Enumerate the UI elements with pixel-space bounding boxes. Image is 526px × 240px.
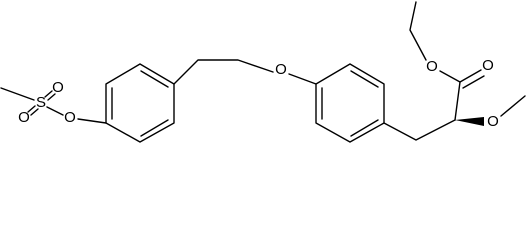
bonds: [0, 1, 526, 143]
atom-label: O: [64, 109, 76, 126]
atom-label: O: [426, 58, 438, 75]
atom-label: O: [18, 109, 30, 126]
structure: S O O O O O O O: [0, 1, 526, 143]
atom-label: O: [52, 79, 64, 96]
atom-label: O: [482, 57, 494, 74]
atom-label: S: [36, 94, 46, 111]
atom-label: O: [275, 61, 287, 78]
atom-label: O: [487, 113, 499, 130]
